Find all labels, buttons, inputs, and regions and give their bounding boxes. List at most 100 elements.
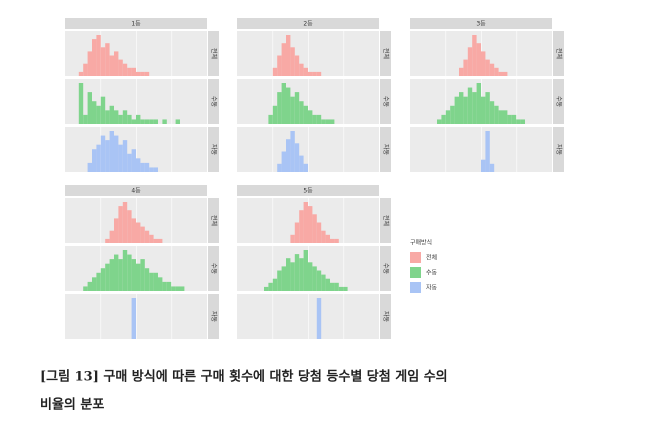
bar xyxy=(286,139,291,172)
bar xyxy=(100,135,106,172)
bar xyxy=(472,92,477,124)
bar xyxy=(308,110,313,124)
bar xyxy=(294,143,300,172)
bar xyxy=(498,71,503,76)
bar xyxy=(294,222,300,243)
bar xyxy=(144,162,150,172)
bar xyxy=(454,96,459,124)
grid-band xyxy=(308,127,309,172)
bar xyxy=(303,250,308,291)
bar xyxy=(290,262,295,291)
bar xyxy=(96,272,101,291)
row-label: 수동 xyxy=(210,263,217,275)
grid-band xyxy=(136,198,137,243)
panel-title: 1등 xyxy=(131,21,141,28)
bar xyxy=(277,55,282,76)
bar xyxy=(316,270,322,291)
row-label: 수동 xyxy=(382,263,389,275)
grid-band xyxy=(308,31,309,76)
bar xyxy=(87,51,92,76)
bar xyxy=(325,119,330,124)
bar xyxy=(78,71,84,76)
bar xyxy=(131,218,136,243)
bar xyxy=(485,131,490,172)
bar xyxy=(312,71,317,76)
strip xyxy=(65,185,207,196)
bar xyxy=(131,298,136,339)
row-label: 수동 xyxy=(555,96,562,108)
bar xyxy=(122,140,128,172)
bar xyxy=(294,55,300,76)
bar xyxy=(299,210,304,243)
row-strip xyxy=(380,79,391,124)
row-label: 전체 xyxy=(382,48,390,59)
bar xyxy=(109,105,114,124)
bar xyxy=(175,286,180,291)
grid-band xyxy=(516,31,518,76)
bar xyxy=(312,266,317,291)
bar xyxy=(467,87,473,124)
row-strip xyxy=(380,246,391,291)
row-label: 자동 xyxy=(210,311,218,323)
bar xyxy=(87,92,92,124)
bar xyxy=(281,83,286,124)
bar xyxy=(312,214,317,243)
bar xyxy=(338,286,344,291)
bar xyxy=(445,110,451,124)
grid-band xyxy=(171,79,173,124)
panel-title: 4등 xyxy=(131,188,141,195)
row-label: 전체 xyxy=(555,48,563,59)
bar xyxy=(149,234,154,243)
bar xyxy=(316,71,322,76)
bar xyxy=(485,59,490,76)
bar xyxy=(83,286,88,291)
bar xyxy=(127,210,132,243)
bar xyxy=(87,162,92,172)
bar xyxy=(334,238,339,243)
bar xyxy=(153,238,158,243)
bar xyxy=(105,110,110,124)
panel-title: 2등 xyxy=(303,21,313,28)
grid-band xyxy=(171,31,173,76)
bar xyxy=(272,278,278,291)
bar xyxy=(330,238,335,243)
bar xyxy=(485,92,490,124)
grid-band xyxy=(308,294,309,339)
bar xyxy=(114,135,119,172)
bar xyxy=(437,119,442,124)
bar xyxy=(463,59,468,76)
grid-band xyxy=(171,294,173,339)
bar xyxy=(281,151,286,172)
bar xyxy=(334,282,339,291)
bar xyxy=(472,35,477,76)
bar xyxy=(308,71,313,76)
strip xyxy=(65,18,207,29)
bar xyxy=(277,92,282,124)
bar xyxy=(136,263,141,291)
grid-band xyxy=(171,127,173,172)
grid-band xyxy=(343,79,345,124)
bar xyxy=(114,254,119,291)
bar xyxy=(272,67,278,76)
bar xyxy=(321,230,326,243)
bar xyxy=(281,43,286,76)
bar xyxy=(136,222,141,243)
grid-band xyxy=(343,198,345,243)
bar xyxy=(330,282,335,291)
grid-band xyxy=(516,127,518,172)
bar xyxy=(290,234,295,243)
bar xyxy=(92,39,97,76)
bar xyxy=(312,114,317,124)
caption-line: [그림 13] 구매 방식에 따른 구매 횟수에 대한 당첨 등수별 당첨 게임… xyxy=(40,369,448,385)
row-strip xyxy=(380,198,391,243)
bar xyxy=(303,202,308,243)
row-strip xyxy=(208,31,219,76)
grid-band xyxy=(343,294,345,339)
bar xyxy=(87,281,92,291)
bar xyxy=(149,119,154,124)
bar xyxy=(136,114,141,124)
row-label: 자동 xyxy=(555,144,563,156)
bar xyxy=(114,218,119,243)
bar xyxy=(153,119,158,124)
bar xyxy=(268,114,273,124)
